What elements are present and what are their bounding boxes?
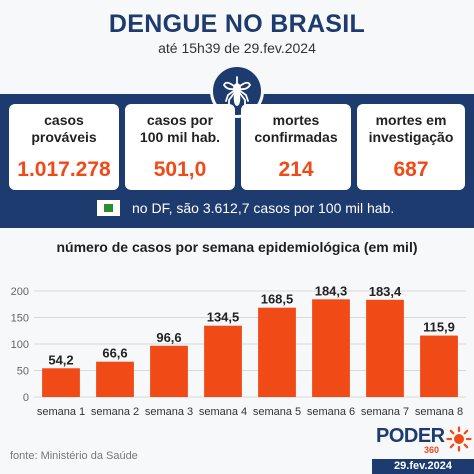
x-tick-label: semana 1 <box>37 406 85 418</box>
y-tick-label: 0 <box>23 392 29 404</box>
bar <box>366 299 404 397</box>
bar-value-label: 134,5 <box>207 310 240 325</box>
df-flag-icon <box>97 200 120 216</box>
stat-label: prováveis <box>31 129 97 145</box>
stat-card-cases: casos prováveis 1.017.278 <box>9 104 119 190</box>
poder360-logo: PODER 360 <box>376 425 474 474</box>
stat-label: mortes em <box>375 112 447 128</box>
y-tick-label: 200 <box>11 286 29 298</box>
stat-card-investigation: mortes em investigação 687 <box>357 104 465 190</box>
bar-chart: 0 50 100 150 200 54,2 semana 1 66,6 semana 2 96,6… <box>11 283 466 418</box>
bar <box>42 368 80 397</box>
stat-card-deaths: mortes confirmadas 214 <box>241 104 351 190</box>
stat-card-rate: casos por 100 mil hab. 501,0 <box>125 104 235 190</box>
stat-label: casos por <box>146 112 214 128</box>
bar <box>204 325 242 397</box>
x-tick-label: semana 6 <box>307 406 355 418</box>
stat-value: 214 <box>278 158 314 181</box>
bar-value-label: 168,5 <box>261 292 294 307</box>
stat-value: 501,0 <box>153 158 207 181</box>
page-title: DENGUE NO BRASIL <box>108 10 366 38</box>
mosquito-icon <box>222 76 252 107</box>
y-tick-label: 150 <box>11 313 29 325</box>
bar-value-label: 184,3 <box>315 283 348 298</box>
bar <box>420 335 458 397</box>
chart-title: número de casos por semana epidemiológic… <box>56 239 418 255</box>
stat-label: confirmadas <box>254 129 338 145</box>
date-stamp: 29.fev.2024 <box>372 459 474 474</box>
stat-label: mortes <box>272 112 320 128</box>
stat-value: 687 <box>393 158 429 181</box>
stat-label: 100 mil hab. <box>139 129 221 145</box>
df-note: no DF, são 3.612,7 casos por 100 mil hab… <box>0 199 474 219</box>
df-note-text: no DF, são 3.612,7 casos por 100 mil hab… <box>132 200 395 216</box>
y-tick-label: 50 <box>17 366 29 378</box>
bar-value-label: 183,4 <box>369 284 402 299</box>
logo-number: 360 <box>424 445 440 455</box>
x-tick-label: semana 5 <box>253 406 301 418</box>
mosquito-badge <box>210 64 264 118</box>
bar <box>312 299 350 397</box>
y-tick-label: 100 <box>11 339 29 351</box>
bar-value-label: 54,2 <box>48 352 73 367</box>
bar <box>150 345 188 397</box>
x-tick-label: semana 8 <box>415 406 463 418</box>
bar-value-label: 115,9 <box>423 320 455 335</box>
bar <box>258 307 296 397</box>
sun-icon <box>446 426 472 452</box>
stat-value: 1.017.278 <box>17 158 111 181</box>
page-subtitle: até 15h39 de 29.fev.2024 <box>158 40 316 56</box>
x-tick-label: semana 4 <box>199 406 247 418</box>
bar <box>96 361 134 397</box>
x-tick-label: semana 2 <box>91 406 139 418</box>
stat-label: investigação <box>368 129 454 145</box>
bar-value-label: 66,6 <box>102 346 127 361</box>
x-tick-label: semana 3 <box>145 406 193 418</box>
stat-label: casos <box>44 112 84 128</box>
logo-text: PODER <box>376 425 445 447</box>
x-tick-label: semana 7 <box>361 406 409 418</box>
source-note: fonte: Ministério da Saúde <box>10 450 138 462</box>
bar-value-label: 96,6 <box>156 330 181 345</box>
